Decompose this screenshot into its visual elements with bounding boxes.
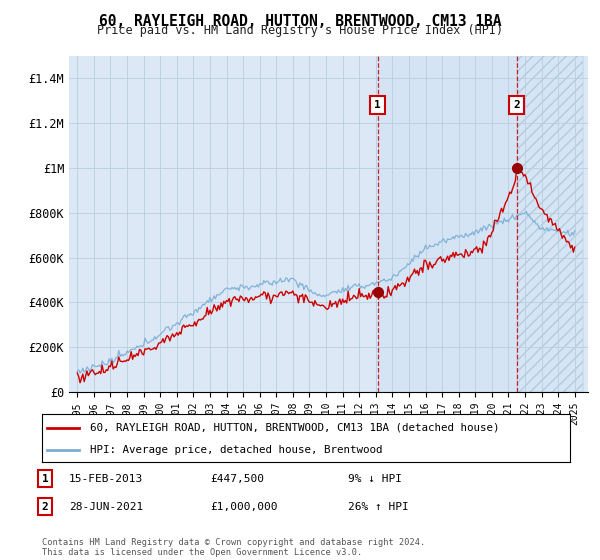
Bar xyxy=(378,56,517,392)
Text: 1: 1 xyxy=(41,474,49,484)
Text: Price paid vs. HM Land Registry's House Price Index (HPI): Price paid vs. HM Land Registry's House … xyxy=(97,24,503,37)
Text: 9% ↓ HPI: 9% ↓ HPI xyxy=(348,474,402,484)
Text: 2: 2 xyxy=(513,100,520,110)
Text: Contains HM Land Registry data © Crown copyright and database right 2024.
This d: Contains HM Land Registry data © Crown c… xyxy=(42,538,425,557)
Bar xyxy=(517,56,583,392)
Text: £447,500: £447,500 xyxy=(210,474,264,484)
Text: £1,000,000: £1,000,000 xyxy=(210,502,277,512)
Text: 1: 1 xyxy=(374,100,381,110)
Text: 60, RAYLEIGH ROAD, HUTTON, BRENTWOOD, CM13 1BA: 60, RAYLEIGH ROAD, HUTTON, BRENTWOOD, CM… xyxy=(99,14,501,29)
Text: 2: 2 xyxy=(41,502,49,512)
Text: HPI: Average price, detached house, Brentwood: HPI: Average price, detached house, Bren… xyxy=(89,445,382,455)
Text: 15-FEB-2013: 15-FEB-2013 xyxy=(69,474,143,484)
Bar xyxy=(517,56,583,392)
Text: 60, RAYLEIGH ROAD, HUTTON, BRENTWOOD, CM13 1BA (detached house): 60, RAYLEIGH ROAD, HUTTON, BRENTWOOD, CM… xyxy=(89,423,499,433)
Text: 28-JUN-2021: 28-JUN-2021 xyxy=(69,502,143,512)
Text: 26% ↑ HPI: 26% ↑ HPI xyxy=(348,502,409,512)
